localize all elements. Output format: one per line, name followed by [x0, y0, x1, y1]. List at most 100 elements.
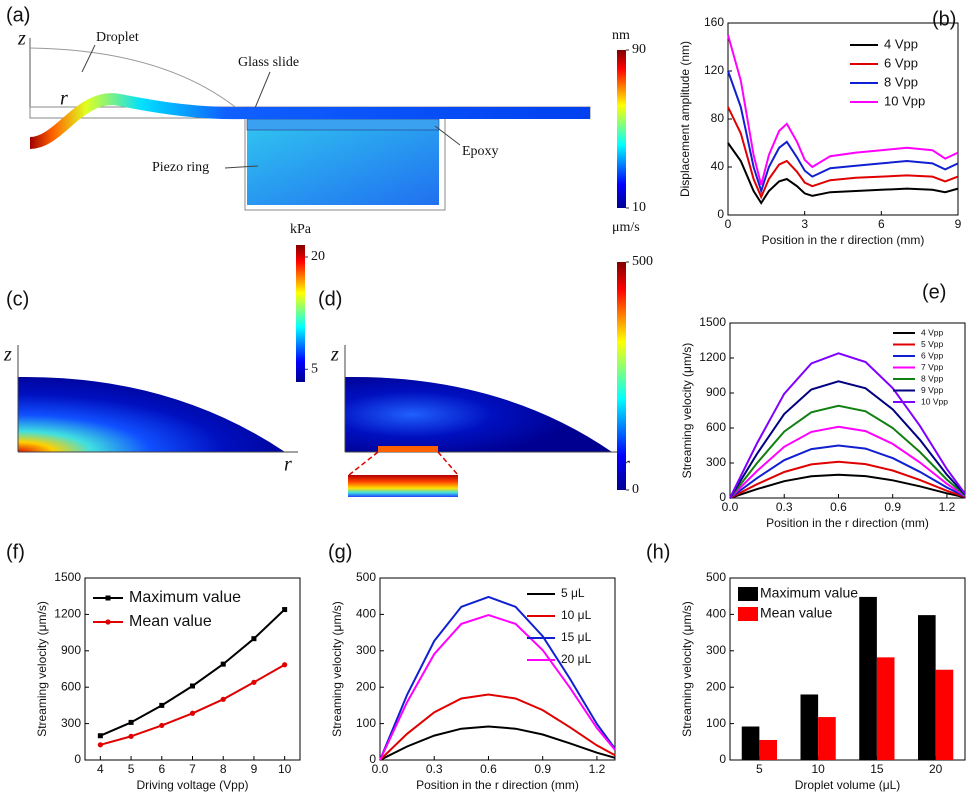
line: [379, 614, 616, 761]
marker: [159, 702, 165, 708]
bar: [935, 669, 954, 760]
y-tick-label: 120: [704, 63, 724, 77]
plot-frame: [729, 322, 966, 499]
droplet-outline: [29, 47, 246, 116]
y-tick-label: 300: [61, 716, 81, 730]
marker: [97, 733, 103, 739]
line: [727, 142, 959, 205]
x-tick-label: 5: [128, 762, 135, 776]
x-tick-label: 0.3: [426, 762, 443, 776]
bar: [818, 717, 836, 760]
y-tick-label: 160: [704, 15, 724, 29]
colorbar: [296, 245, 305, 382]
marker: [220, 696, 226, 702]
line: [379, 693, 616, 761]
line: [729, 380, 966, 499]
panel-d: (d) z r μm/s: [318, 220, 640, 497]
y-axis-label: Streaming velocity (μm/s): [680, 601, 694, 737]
plot-frame: [729, 577, 966, 761]
x-axis-label: Position in the r direction (mm): [766, 516, 929, 530]
legend-label: 6 Vpp: [921, 350, 943, 360]
x-tick-label: 3: [801, 217, 808, 231]
marker: [251, 679, 257, 685]
line: [100, 663, 286, 746]
y-tick-label: 1500: [54, 570, 81, 584]
axis-label: z: [17, 28, 26, 50]
plot-frame: [379, 577, 616, 761]
legend-marker: [105, 595, 111, 601]
legend-label: 8 Vpp: [921, 373, 943, 383]
marker: [159, 722, 165, 729]
colorbar-tick-label: 10: [632, 200, 646, 215]
legend-label: 9 Vpp: [921, 385, 943, 395]
x-tick-label: 10: [811, 762, 825, 776]
y-tick-label: 200: [706, 679, 726, 693]
colorbar-tick-label: 5: [311, 361, 318, 376]
y-tick-label: 80: [711, 111, 725, 125]
panel-label: (a): [6, 4, 30, 26]
colorbar-unit: μm/s: [612, 220, 640, 235]
panel-label: (d): [318, 288, 342, 310]
marker: [97, 742, 103, 748]
leader: [254, 71, 271, 109]
legend-label: 10 Vpp: [884, 93, 925, 108]
legend-label: 6 Vpp: [884, 55, 918, 70]
bar: [918, 615, 936, 760]
legend-label: 5 μL: [561, 586, 585, 600]
panel-label: (b): [932, 8, 956, 30]
panel-label: (f): [6, 541, 25, 563]
x-tick-label: 6: [158, 762, 165, 776]
bar: [800, 694, 819, 760]
y-tick-label: 900: [61, 643, 81, 657]
y-tick-label: 500: [356, 570, 376, 584]
leader: [81, 44, 96, 73]
y-tick-label: 0: [719, 752, 726, 766]
colorbar-unit: nm: [612, 28, 630, 43]
zoom-line: [437, 451, 459, 476]
x-tick-label: 0.0: [372, 762, 389, 776]
panel-c: (c) z r kPa: [3, 222, 312, 475]
x-tick-label: 9: [251, 762, 258, 776]
epoxy: [246, 118, 440, 131]
legend-label: 4 Vpp: [884, 36, 918, 51]
x-tick-label: 0.3: [776, 500, 793, 514]
line: [379, 725, 616, 761]
y-tick-label: 900: [706, 385, 726, 399]
legend-label: 20 μL: [561, 652, 592, 666]
y-tick-label: 300: [706, 643, 726, 657]
bar: [759, 739, 777, 760]
panel-label: (h): [646, 541, 670, 563]
panel-a: (a) z r Droplet Glass slide Epoxy Piezo …: [6, 4, 630, 211]
x-tick-label: 4: [97, 762, 104, 776]
inset: [348, 475, 458, 497]
x-tick-label: 9: [955, 217, 962, 231]
y-axis-label: Streaming velocity (μm/s): [330, 601, 344, 737]
panel-label: (e): [922, 281, 946, 303]
legend-label: Mean value: [760, 605, 833, 621]
annotation: Droplet: [96, 30, 139, 45]
y-tick-label: 1500: [699, 315, 726, 329]
boundary-layer: [378, 446, 438, 452]
line: [729, 404, 966, 499]
marker: [190, 683, 195, 689]
x-tick-label: 8: [220, 762, 227, 776]
leader: [434, 125, 461, 146]
colorbar: [617, 50, 626, 208]
x-tick-label: 0.6: [830, 500, 847, 514]
x-tick-label: 0.9: [884, 500, 901, 514]
y-tick-label: 500: [706, 570, 726, 584]
bar: [859, 596, 877, 760]
colorbar-unit: kPa: [290, 222, 312, 237]
y-axis-label: Streaming velocity (μm/s): [680, 343, 694, 479]
legend-label: 8 Vpp: [884, 74, 918, 89]
x-tick-label: 1.2: [939, 500, 956, 514]
x-tick-label: 20: [929, 762, 943, 776]
axis-label: z: [330, 344, 339, 366]
x-axis-label: Droplet volume (μL): [795, 778, 901, 792]
y-tick-label: 400: [706, 607, 726, 621]
y-axis-label: Streaming velocity (μm/s): [35, 601, 49, 737]
legend-label: 15 μL: [561, 630, 592, 644]
line: [727, 106, 959, 200]
x-tick-label: 15: [870, 762, 884, 776]
